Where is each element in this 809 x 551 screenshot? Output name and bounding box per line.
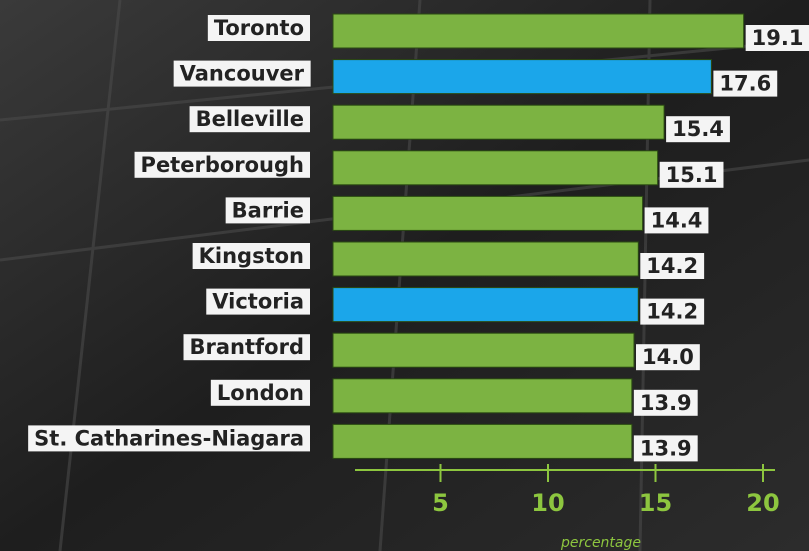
x-tick-label: 5 <box>432 489 449 517</box>
bar <box>333 151 658 185</box>
bar <box>333 288 638 322</box>
category-label: Brantford <box>190 335 304 359</box>
value-label: 15.1 <box>666 163 718 187</box>
x-tick-label: 15 <box>639 489 672 517</box>
x-tick-label: 10 <box>531 489 564 517</box>
category-label: Victoria <box>212 290 304 314</box>
value-label: 14.2 <box>646 254 698 278</box>
value-label: 14.4 <box>651 208 703 232</box>
x-tick-label: 20 <box>746 489 779 517</box>
bar <box>333 424 632 458</box>
category-label: London <box>217 381 304 405</box>
value-label: 14.0 <box>642 345 694 369</box>
category-label: Kingston <box>199 244 304 268</box>
value-label: 13.9 <box>640 436 692 460</box>
bar <box>333 333 634 367</box>
bar <box>333 14 744 48</box>
category-label: Barrie <box>232 198 304 222</box>
value-label: 13.9 <box>640 391 692 415</box>
category-label: Vancouver <box>180 62 305 86</box>
bar <box>333 60 711 94</box>
category-label: Toronto <box>214 16 304 40</box>
value-label: 15.4 <box>672 117 724 141</box>
x-axis-label: percentage <box>560 535 641 551</box>
chart: percentage 5 10 15 20 Toronto 19.1 Vancouver 17… <box>0 0 809 551</box>
value-label: 19.1 <box>752 26 804 50</box>
bar <box>333 242 638 276</box>
value-label: 17.6 <box>719 72 771 96</box>
category-label: Peterborough <box>141 153 304 177</box>
category-label: St. Catharines-Niagara <box>34 426 304 450</box>
category-label: Belleville <box>196 107 304 131</box>
bar <box>333 105 664 139</box>
bar <box>333 379 632 413</box>
value-label: 14.2 <box>646 300 698 324</box>
bar <box>333 196 643 230</box>
